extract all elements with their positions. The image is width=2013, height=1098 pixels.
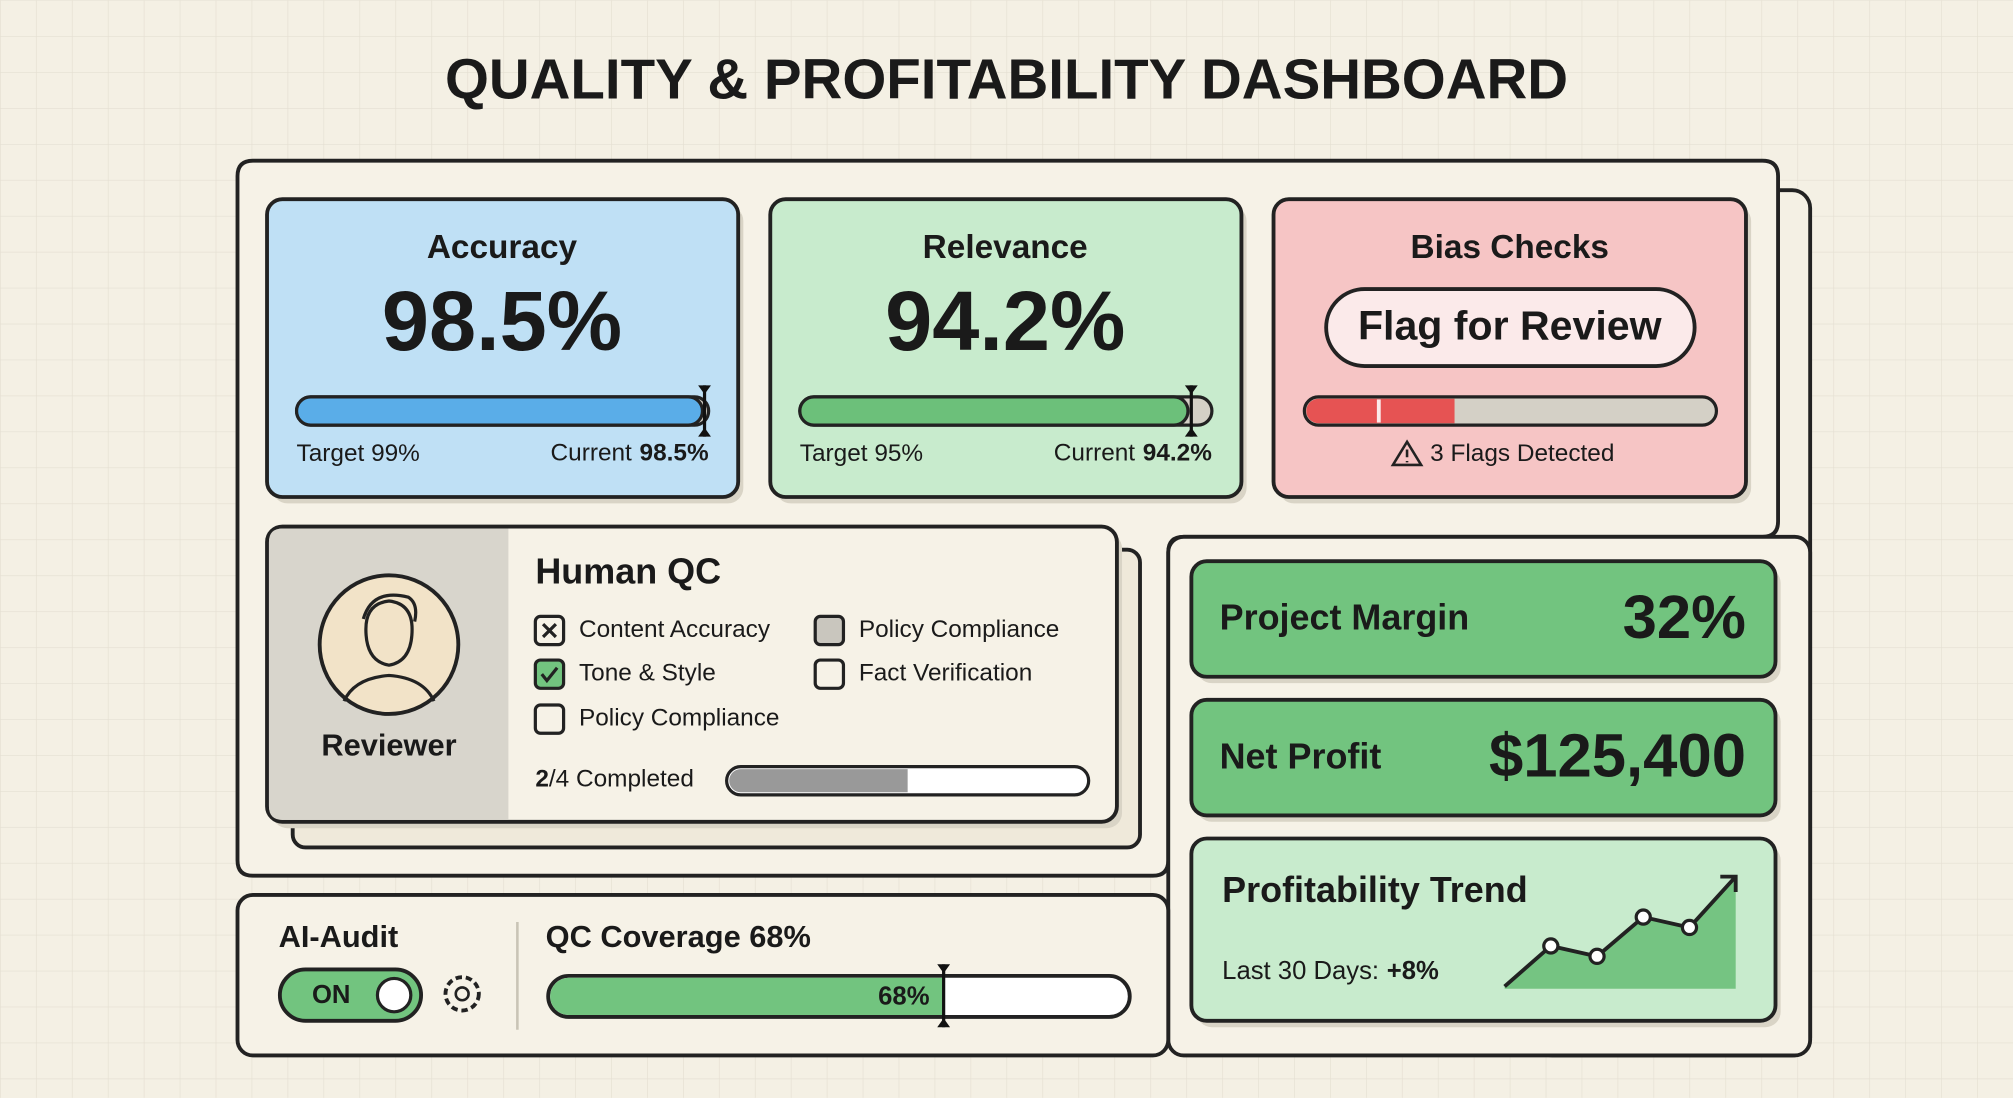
flags-text: 3 Flags Detected xyxy=(1430,440,1614,467)
checkbox-cross xyxy=(541,622,558,639)
avatar-figure xyxy=(342,593,436,702)
target-label: Target 95% xyxy=(800,440,923,467)
progress-fill xyxy=(798,395,1190,427)
checkbox[interactable] xyxy=(533,658,566,690)
progress-fill xyxy=(294,395,705,427)
trend-point xyxy=(1680,918,1699,937)
trend-title: Profitability Trend xyxy=(1222,869,1528,910)
checklist-label: Policy Compliance xyxy=(579,705,780,732)
target-label: Target 99% xyxy=(297,440,420,467)
coverage-label: 68% xyxy=(878,982,930,1010)
metric-value: 98.5% xyxy=(382,273,622,368)
finance-card xyxy=(1189,559,1778,679)
checkbox[interactable] xyxy=(813,614,846,647)
qc-progress-fill xyxy=(729,769,908,793)
checklist-label: Content Accuracy xyxy=(579,616,771,643)
current-label: Current 94.2% xyxy=(1054,440,1212,467)
audit-title: AI-Audit xyxy=(279,919,399,954)
checkbox[interactable] xyxy=(813,658,846,690)
current-value: 98.5% xyxy=(640,440,709,467)
dashboard-title: QUALITY & PROFITABILITY DASHBOARD xyxy=(445,48,1568,111)
flag-button[interactable]: Flag for Review xyxy=(1358,303,1663,349)
avatar xyxy=(317,573,461,716)
toggle-label: ON xyxy=(312,981,350,1009)
qc-title: Human QC xyxy=(535,551,721,592)
trend-arrow xyxy=(1720,874,1738,893)
trend-line xyxy=(1503,875,1738,988)
reviewer-label: Reviewer xyxy=(321,727,456,762)
trend-area xyxy=(1504,876,1736,989)
coverage-fill xyxy=(550,977,944,1016)
checklist-label: Tone & Style xyxy=(579,660,716,687)
trend-period: Last 30 Days: +8% xyxy=(1222,957,1439,985)
checklist-label: Policy Compliance xyxy=(859,616,1059,643)
warning-icon xyxy=(1390,439,1424,467)
checklist-label: Fact Verification xyxy=(859,660,1032,687)
coverage-title: QC Coverage 68% xyxy=(546,919,811,954)
finance-value: 32% xyxy=(1623,583,1746,652)
period-text: Last 30 Days: xyxy=(1222,957,1379,985)
bias-title: Bias Checks xyxy=(1411,229,1609,266)
completed-label: 2/4 Completed xyxy=(535,766,694,793)
current-label: Current 98.5% xyxy=(551,440,709,467)
checkbox-tick xyxy=(540,666,559,684)
trend-point xyxy=(1634,908,1652,926)
trend-point xyxy=(1542,937,1560,955)
completed-count: 2 xyxy=(535,766,549,793)
flag-button-shape xyxy=(1324,287,1697,368)
toggle-knob xyxy=(375,976,413,1014)
metric-value: 94.2% xyxy=(885,273,1125,368)
checkbox[interactable] xyxy=(533,703,566,735)
current-text: Current xyxy=(1054,440,1136,467)
finance-card xyxy=(1189,697,1778,818)
finance-label: Project Margin xyxy=(1220,597,1470,638)
trend-point xyxy=(1588,947,1606,966)
metric-title: Accuracy xyxy=(427,229,578,266)
finance-value: $125,400 xyxy=(1489,721,1746,790)
current-text: Current xyxy=(551,440,633,467)
metric-title: Relevance xyxy=(923,229,1088,266)
current-value: 94.2% xyxy=(1143,440,1212,467)
completed-text: /4 Completed xyxy=(549,766,694,793)
trend-change: +8% xyxy=(1387,957,1439,985)
gear-hub xyxy=(454,986,470,1002)
finance-label: Net Profit xyxy=(1220,735,1382,776)
gear-icon[interactable] xyxy=(443,975,481,1013)
